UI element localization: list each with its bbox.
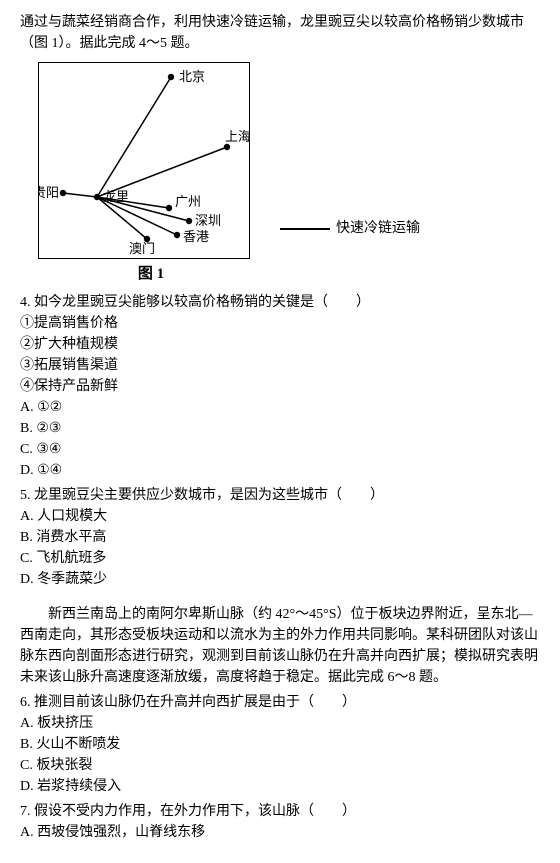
svg-text:上海: 上海 [225, 129, 250, 144]
question-5: 5. 龙里豌豆尖主要供应少数城市，是因为这些城市（ ） A. 人口规模大 B. … [20, 485, 540, 590]
svg-text:贵阳: 贵阳 [38, 185, 59, 200]
q4-stem: 4. 如今龙里豌豆尖能够以较高价格畅销的关键是（ ） [20, 292, 540, 313]
q5-opt-a: A. 人口规模大 [20, 506, 540, 527]
legend-line-icon [280, 228, 330, 230]
q5-opt-d: D. 冬季蔬菜少 [20, 569, 540, 590]
figure-1-caption: 图 1 [46, 263, 256, 286]
svg-text:香港: 香港 [183, 229, 209, 244]
q4-stmt-3: ③拓展销售渠道 [20, 355, 540, 376]
q4-opt-b: B. ②③ [20, 418, 540, 439]
legend-label: 快速冷链运输 [336, 218, 420, 239]
q6-opt-a: A. 板块挤压 [20, 713, 540, 734]
svg-text:深圳: 深圳 [195, 213, 221, 228]
svg-text:广州: 广州 [175, 194, 201, 209]
q4-stmt-2: ②扩大种植规模 [20, 334, 540, 355]
q5-opt-b: B. 消费水平高 [20, 527, 540, 548]
question-6: 6. 推测目前该山脉仍在升高并向西扩展是由于（ ） A. 板块挤压 B. 火山不… [20, 692, 540, 797]
figure-1-legend: 快速冷链运输 [280, 218, 420, 239]
q7-opt-a: A. 西坡侵蚀强烈，山脊线东移 [20, 822, 540, 843]
figure-1: 贵阳 龙里 北京上海广州深圳香港澳门 快速冷链运输 图 1 [38, 62, 540, 286]
question-7: 7. 假设不受内力作用，在外力作用下，该山脉（ ） A. 西坡侵蚀强烈，山脊线东… [20, 801, 540, 843]
intro-line2: （图 1）。据此完成 4～5 题。 [20, 36, 199, 51]
exam-page: 通过与蔬菜经销商合作，利用快速冷链运输，龙里豌豆尖以较高价格畅销少数城市 （图 … [0, 0, 560, 863]
q4-stmt-1: ①提高销售价格 [20, 313, 540, 334]
q4-opt-d: D. ①④ [20, 460, 540, 481]
intro-text: 通过与蔬菜经销商合作，利用快速冷链运输，龙里豌豆尖以较高价格畅销少数城市 （图 … [20, 12, 540, 54]
q6-stem: 6. 推测目前该山脉仍在升高并向西扩展是由于（ ） [20, 692, 540, 713]
question-4: 4. 如今龙里豌豆尖能够以较高价格畅销的关键是（ ） ①提高销售价格 ②扩大种植… [20, 292, 540, 481]
figure-1-diagram: 贵阳 龙里 北京上海广州深圳香港澳门 [38, 62, 250, 259]
passage-2: 新西兰南岛上的南阿尔卑斯山脉（约 42°～45°S）位于板块边界附近，呈东北—西… [20, 604, 540, 688]
q6-opt-b: B. 火山不断喷发 [20, 734, 540, 755]
q4-opt-c: C. ③④ [20, 439, 540, 460]
intro-line1: 通过与蔬菜经销商合作，利用快速冷链运输，龙里豌豆尖以较高价格畅销少数城市 [20, 15, 524, 30]
q5-stem: 5. 龙里豌豆尖主要供应少数城市，是因为这些城市（ ） [20, 485, 540, 506]
svg-text:北京: 北京 [179, 69, 205, 84]
q4-opt-a: A. ①② [20, 397, 540, 418]
svg-text:龙里: 龙里 [103, 189, 129, 204]
q6-opt-d: D. 岩浆持续侵入 [20, 776, 540, 797]
svg-text:澳门: 澳门 [129, 241, 155, 256]
q4-stmt-4: ④保持产品新鲜 [20, 376, 540, 397]
q6-opt-c: C. 板块张裂 [20, 755, 540, 776]
q5-opt-c: C. 飞机航班多 [20, 548, 540, 569]
q7-stem: 7. 假设不受内力作用，在外力作用下，该山脉（ ） [20, 801, 540, 822]
